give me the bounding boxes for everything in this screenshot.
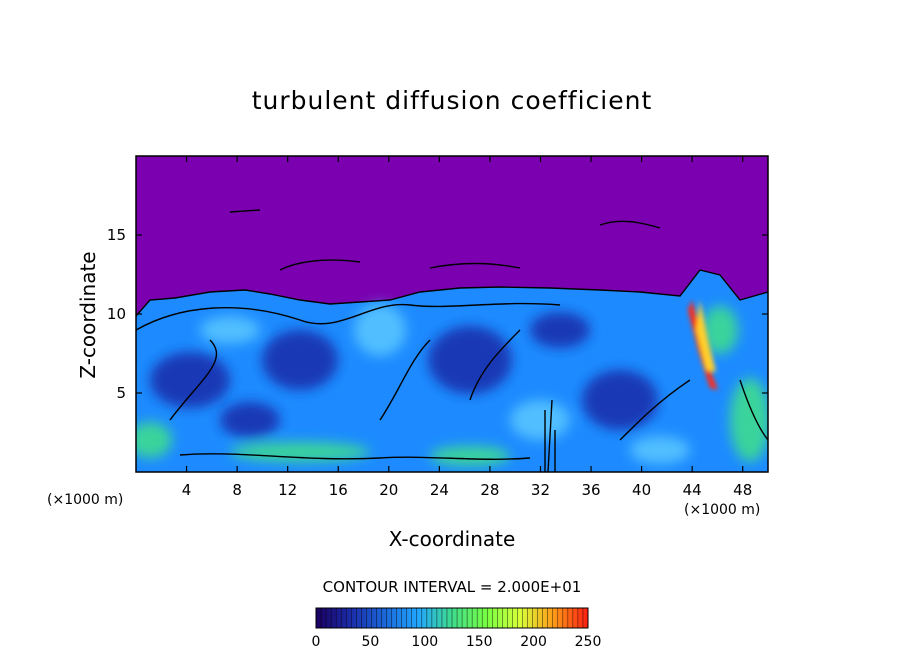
contour-line xyxy=(599,220,661,229)
colorbar-tick-label: 0 xyxy=(312,634,321,650)
colorbar-tick-label: 100 xyxy=(411,634,438,650)
colorbar-tick-label: 150 xyxy=(466,634,493,650)
contour-line xyxy=(739,379,768,441)
contour-line xyxy=(169,339,217,421)
chart-title: turbulent diffusion coefficient xyxy=(251,86,653,115)
x-tick-label: 12 xyxy=(278,481,297,499)
contour-line xyxy=(179,453,531,460)
contour-line xyxy=(136,302,561,331)
texture-blob xyxy=(220,402,280,438)
texture-blob xyxy=(150,352,230,408)
colorbar: 0 50 100 150 200 250 xyxy=(312,607,602,650)
x-tick-label: 28 xyxy=(480,481,499,499)
texture-blob xyxy=(136,422,172,458)
y-tick-label: 10 xyxy=(107,305,126,323)
contour-line xyxy=(379,339,431,421)
x-tick-label: 8 xyxy=(232,481,242,499)
texture-blob xyxy=(582,370,658,430)
y-axis-label: Z-coordinate xyxy=(76,251,100,379)
texture-blob xyxy=(510,400,570,440)
contour-line xyxy=(229,209,261,213)
peak-core xyxy=(696,300,716,372)
contour-line xyxy=(429,262,521,269)
hotspot-group xyxy=(688,300,718,390)
field-layer xyxy=(136,156,768,472)
contour-line xyxy=(136,269,768,317)
colorbar-tick-label: 50 xyxy=(361,634,379,650)
colorbar-tick-label: 200 xyxy=(520,634,547,650)
x-tick-label: 32 xyxy=(531,481,550,499)
x-tick-label: 44 xyxy=(683,481,702,499)
x-ticks: 4 8 12 16 20 24 28 32 36 40 44 48 xyxy=(182,156,752,499)
colorbar-tick-label: 250 xyxy=(575,634,602,650)
contour-line xyxy=(619,379,691,441)
x-tick-label: 16 xyxy=(329,481,348,499)
texture-blob xyxy=(354,304,406,356)
x-unit-left: (×1000 m) xyxy=(47,492,124,508)
y-ticks: 5 10 15 xyxy=(107,226,768,402)
texture-blob xyxy=(200,316,260,344)
texture-group xyxy=(136,304,768,466)
texture-blob xyxy=(530,312,590,348)
texture-blob xyxy=(630,436,690,464)
contour-line xyxy=(547,399,553,472)
y-tick-label: 5 xyxy=(116,384,126,402)
x-tick-label: 4 xyxy=(182,481,192,499)
x-tick-label: 36 xyxy=(581,481,600,499)
x-axis-label: X-coordinate xyxy=(388,527,516,551)
texture-blob xyxy=(428,326,512,394)
x-tick-label: 48 xyxy=(733,481,752,499)
x-unit-right: (×1000 m) xyxy=(684,502,761,518)
x-tick-label: 24 xyxy=(430,481,449,499)
contour-interval-label: CONTOUR INTERVAL = 2.000E+01 xyxy=(322,578,582,596)
x-tick-label: 20 xyxy=(379,481,398,499)
y-tick-label: 15 xyxy=(107,226,126,244)
texture-blob xyxy=(702,306,738,354)
texture-blob xyxy=(430,446,510,466)
contour-line xyxy=(279,259,361,271)
contour-line xyxy=(469,329,521,401)
x-tick-label: 40 xyxy=(632,481,651,499)
texture-blob xyxy=(230,442,370,462)
texture-blob xyxy=(730,378,768,462)
texture-blob xyxy=(262,330,338,390)
